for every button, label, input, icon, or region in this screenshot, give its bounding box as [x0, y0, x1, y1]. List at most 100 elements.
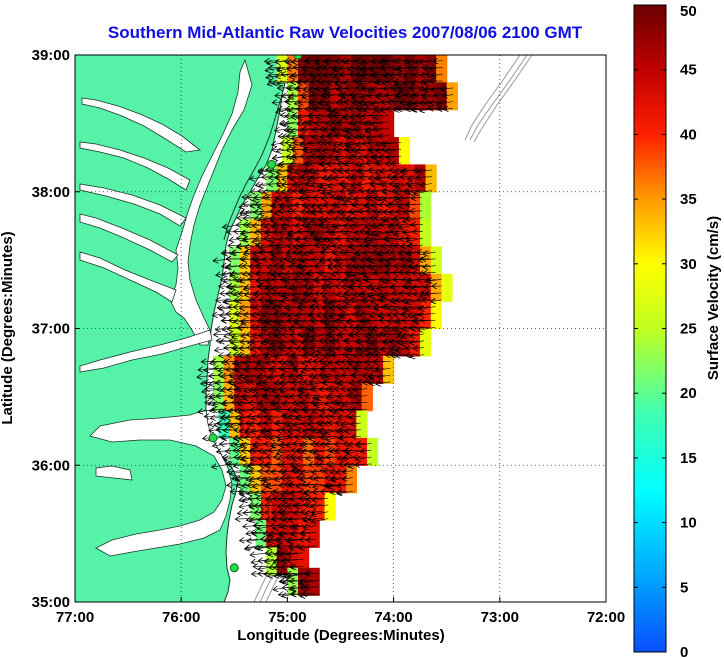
heatmap-cell: [324, 191, 336, 220]
x-axis-label: Longitude (Degrees:Minutes): [237, 627, 445, 644]
heatmap-cell: [213, 355, 225, 384]
heatmap-cell: [372, 55, 384, 83]
colorbar-tick-label: 40: [680, 126, 697, 143]
velocity-arrow: [410, 341, 424, 344]
heatmap-cell: [351, 355, 363, 384]
heatmap-cell: [409, 219, 421, 248]
heatmap-cell: [414, 82, 426, 111]
radar-station-marker: [208, 433, 218, 443]
heatmap-cell: [319, 164, 331, 193]
heatmap-cell: [356, 191, 368, 220]
heatmap-cell: [383, 55, 395, 83]
heatmap-cell: [313, 246, 326, 275]
heatmap-cell: [436, 55, 448, 83]
heatmap-cell: [303, 437, 315, 466]
heatmap-cell: [335, 191, 347, 220]
velocity-arrow: [429, 67, 443, 69]
colorbar-tick-label: 10: [680, 515, 697, 532]
heatmap-cell: [229, 301, 241, 330]
heatmap-cell: [271, 410, 283, 439]
velocity-arrow: [431, 300, 442, 302]
longitude-tick-label: 77:00: [56, 609, 94, 626]
heatmap-cell: [356, 273, 368, 302]
velocity-arrow: [418, 170, 432, 172]
velocity-arrow: [419, 314, 436, 315]
colorbar-tick-label: 15: [680, 450, 697, 467]
heatmap-cell: [313, 410, 326, 439]
heatmap-cell: [287, 383, 299, 412]
velocity-vectors: [197, 60, 454, 596]
velocity-arrow: [374, 115, 389, 118]
heatmap-cell: [319, 355, 331, 384]
heatmap-cell: [303, 219, 315, 248]
plot-area: 77:00 76:00 75:00 74:00 73:00 72:00 39:00 38:0…: [32, 47, 626, 626]
heatmap-cell: [287, 109, 299, 138]
heatmap-cell: [345, 465, 357, 494]
heatmap-cell: [335, 465, 347, 494]
heatmap-cell: [329, 82, 342, 111]
heatmap-cell: [308, 519, 320, 548]
heatmap-cell: [250, 437, 262, 466]
velocity-arrow: [420, 184, 432, 186]
velocity-arrow: [416, 177, 432, 178]
heatmap-cell: [298, 164, 310, 193]
velocity-arrow: [427, 279, 442, 281]
velocity-arrow: [441, 88, 454, 90]
velocity-arrow: [419, 307, 436, 310]
velocity-arrow: [425, 293, 442, 294]
heatmap-cell: [271, 328, 283, 357]
heatmap-cell: [313, 273, 326, 302]
velocity-arrow: [289, 327, 308, 330]
heatmap-cell: [308, 55, 320, 83]
heatmap-cell: [271, 492, 283, 521]
heatmap-cell: [250, 191, 262, 220]
heatmap-cell: [250, 273, 262, 302]
heatmap-cell: [271, 437, 283, 466]
y-axis-label: Latitude (Degrees:Minutes): [0, 231, 16, 424]
heatmap-cell: [319, 109, 331, 138]
heatmap-cell: [409, 191, 421, 220]
latitude-tick-label: 37:00: [32, 321, 70, 338]
colorbar-tick-label: 45: [680, 62, 697, 79]
heatmap-cell: [229, 246, 241, 275]
heatmap-cell: [361, 164, 373, 193]
heatmap-cell: [367, 328, 379, 357]
heatmap-cell: [340, 109, 352, 138]
heatmap-cell: [298, 547, 310, 576]
heatmap-cell: [276, 164, 288, 193]
heatmap-cell: [324, 465, 336, 494]
heatmap-cell: [420, 219, 432, 248]
heatmap-cell: [367, 219, 379, 248]
heatmap-cell: [303, 410, 315, 439]
map-title: Southern Mid-Atlantic Raw Velocities 200…: [108, 23, 583, 42]
velocity-arrow: [406, 238, 423, 241]
velocity-arrow: [418, 327, 436, 330]
heatmap-cell: [414, 164, 426, 193]
colorbar-label: Surface Velocity (cm/s): [705, 216, 722, 380]
velocity-arrow: [442, 95, 454, 96]
velocity-arrow: [437, 102, 454, 105]
heatmap-cell: [383, 164, 395, 193]
heatmap-cell: [244, 355, 257, 384]
heatmap-cell: [287, 547, 299, 576]
heatmap-cell: [303, 465, 315, 494]
longitude-tick-label: 74:00: [374, 609, 412, 626]
heatmap-cell: [345, 301, 357, 330]
heatmap-cell: [361, 355, 373, 384]
heatmap-cell: [313, 492, 326, 521]
latitude-tick-label: 39:00: [32, 47, 70, 64]
heatmap-cell: [255, 519, 267, 548]
colorbar-tick-label: 5: [680, 579, 688, 596]
heatmap-cell: [345, 137, 357, 166]
heatmap-cell: [319, 55, 331, 83]
heatmap-cell: [409, 246, 421, 275]
velocity-arrow: [385, 149, 402, 151]
heatmap-cell: [356, 137, 368, 166]
heatmap-cell: [367, 437, 379, 466]
heatmap-cell: [271, 273, 283, 302]
velocity-arrow: [443, 108, 454, 109]
heatmap-cell: [345, 328, 357, 357]
heatmap-cell: [351, 383, 363, 412]
velocity-arrow: [403, 217, 422, 222]
